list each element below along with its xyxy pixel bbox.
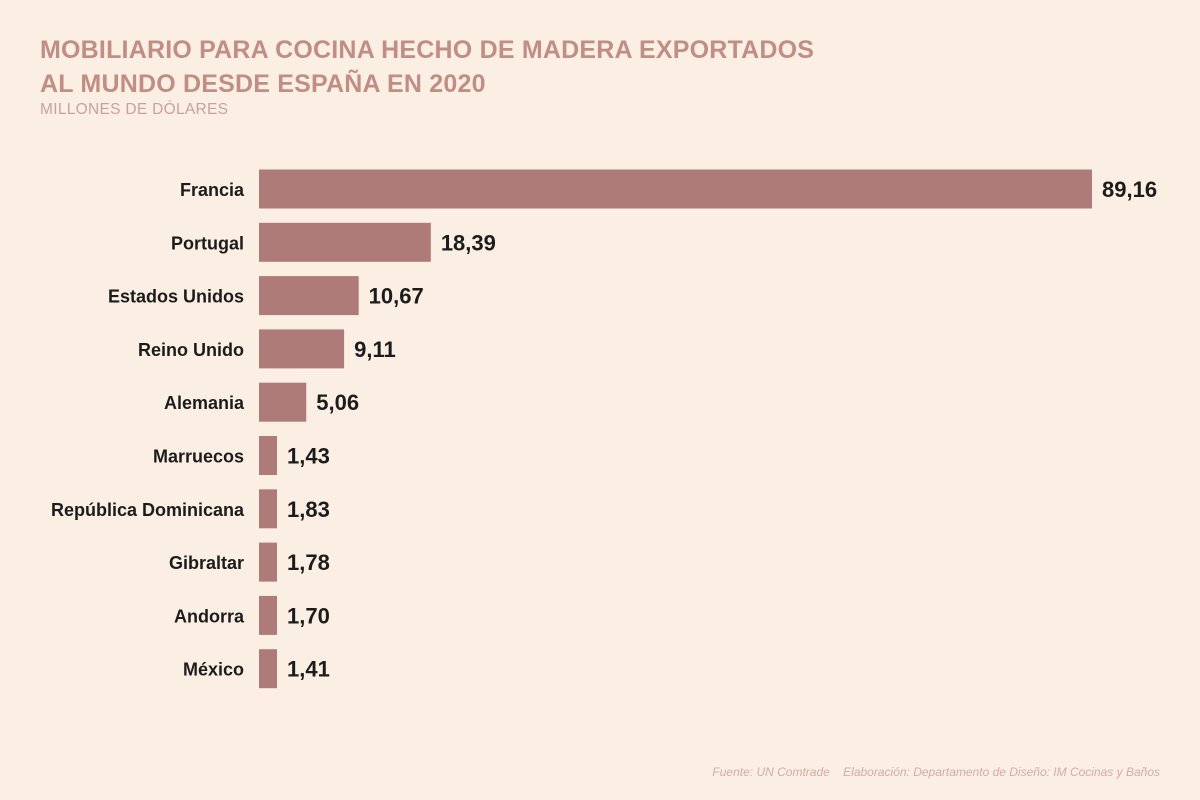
chart-subtitle: MILLONES DE DÓLARES — [40, 101, 229, 118]
category-label: Estados Unidos — [108, 287, 244, 307]
bar — [259, 276, 359, 316]
bar — [259, 595, 277, 635]
bar — [259, 169, 1092, 209]
category-label: Alemania — [164, 393, 245, 413]
bar — [259, 649, 277, 689]
value-label: 1,41 — [287, 657, 330, 682]
category-label: Gibraltar — [169, 553, 244, 573]
category-label: Reino Unido — [138, 340, 244, 360]
value-label: 5,06 — [316, 390, 359, 415]
value-label: 1,78 — [287, 550, 330, 575]
category-label: Portugal — [171, 233, 244, 253]
chart-footer: Fuente: UN Comtrade Elaboración: Departa… — [712, 765, 1160, 779]
category-label: Marruecos — [153, 447, 244, 467]
value-label: 1,70 — [287, 603, 330, 628]
value-label: 18,39 — [441, 230, 496, 255]
category-label: Francia — [180, 180, 245, 200]
bar — [259, 489, 277, 529]
bar — [259, 222, 431, 262]
category-label: República Dominicana — [51, 500, 245, 520]
value-label: 1,83 — [287, 497, 330, 522]
chart-title-line-1: MOBILIARIO PARA COCINA HECHO DE MADERA E… — [40, 36, 815, 64]
bar — [259, 436, 277, 475]
category-label: México — [183, 660, 244, 680]
category-label: Andorra — [174, 606, 245, 626]
bar — [259, 382, 307, 422]
chart-title: MOBILIARIO PARA COCINA HECHO DE MADERA E… — [40, 33, 940, 101]
credit-note: Elaboración: Departamento de Diseño: IM … — [843, 765, 1160, 779]
source-note: Fuente: UN Comtrade — [712, 765, 830, 779]
value-label: 89,16 — [1102, 177, 1157, 202]
bar — [259, 329, 345, 369]
chart-title-line-2: AL MUNDO DESDE ESPAÑA EN 2020 — [40, 70, 486, 98]
value-label: 1,43 — [287, 444, 330, 469]
value-label: 9,11 — [354, 337, 396, 362]
bar — [259, 542, 277, 582]
value-label: 10,67 — [369, 284, 424, 309]
